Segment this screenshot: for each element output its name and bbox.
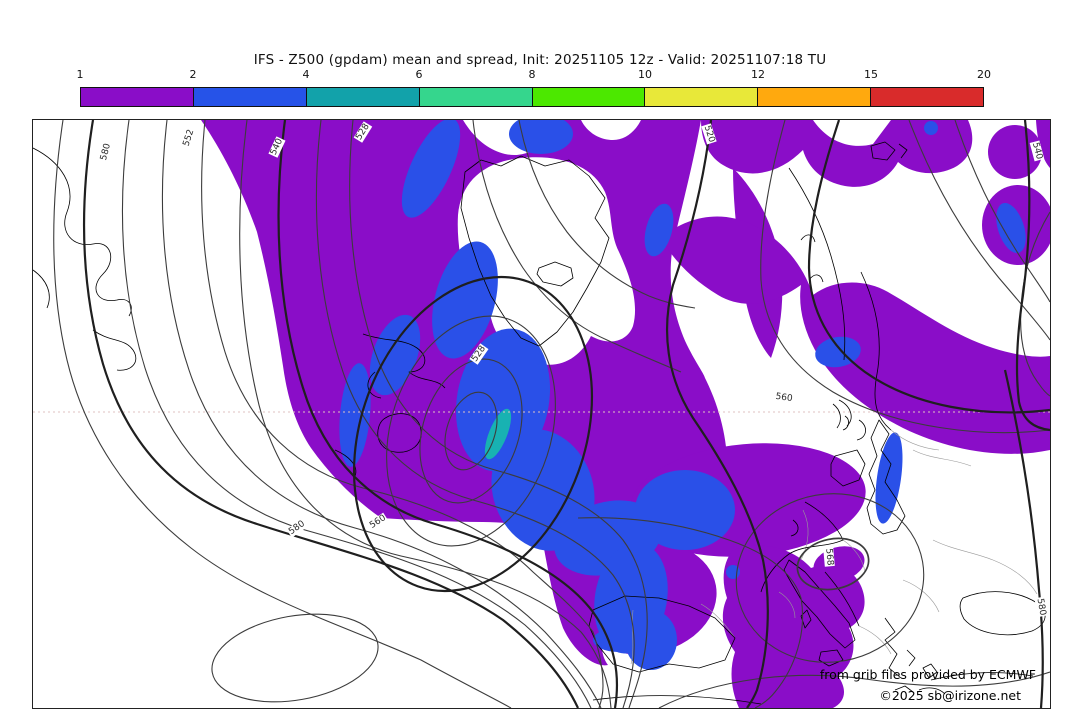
colorbar-tick-label: 12: [751, 68, 765, 81]
contour-labels: 580 552 540 528 520 540 528 580 560 560 568 580: [33, 120, 1050, 708]
colorbar-tick-label: 20: [977, 68, 991, 81]
colorbar-tick-label: 10: [638, 68, 652, 81]
contour-thin-layer: [53, 120, 1050, 708]
colorbar-segment: [532, 88, 646, 106]
colorbar-ticks: 1 2 4 6 8 10 12 15 20: [76, 68, 992, 83]
contour-label: 580: [286, 518, 308, 538]
colorbar-segment: [81, 88, 194, 106]
spread-fill-2-4-layer: [339, 120, 1026, 670]
colorbar-segment: [306, 88, 420, 106]
attribution-line-1: from grib files provided by ECMWF: [819, 667, 1036, 682]
attribution-line-2: ©2025 sb@irizone.net: [879, 688, 1021, 703]
chart-title: IFS - Z500 (gpdam) mean and spread, Init…: [253, 52, 827, 68]
contour-label: 560: [367, 512, 389, 532]
colorbar-tick-label: 4: [302, 68, 310, 81]
colorbar-tick-label: 1: [76, 68, 84, 81]
contour-thick-layer: [83, 120, 1050, 708]
country-border-layer: [630, 429, 1038, 665]
colorbar-segment: [645, 88, 759, 106]
colorbar-segment: [871, 88, 983, 106]
colorbar-tick-label: 8: [528, 68, 536, 81]
colorbar-tick-label: 2: [189, 68, 197, 81]
contour-label: 520: [701, 123, 717, 145]
colorbar: [80, 87, 984, 107]
spread-fill-4-6-layer: [484, 408, 512, 460]
contour-label: 540: [1029, 140, 1045, 162]
contour-label: 528: [469, 343, 489, 365]
weather-map: 580 552 540 528 520 540 528 580 560 560 568 580 fro…: [32, 119, 1051, 709]
colorbar-tick-label: 15: [864, 68, 878, 81]
colorbar-segment: [193, 88, 307, 106]
coastline-layer: [33, 141, 1046, 705]
contour-label: 528: [353, 121, 373, 143]
colorbar-segment: [419, 88, 533, 106]
contour-label: 540: [268, 136, 286, 158]
weather-map-svg: [33, 120, 1050, 708]
contour-label: 560: [773, 391, 795, 405]
colorbar-segment: [758, 88, 872, 106]
contour-label: 580: [98, 141, 114, 163]
attribution: from grib files provided by ECMWF ©2025 …: [820, 664, 1036, 706]
colorbar-tick-label: 6: [415, 68, 423, 81]
contour-label: 552: [181, 127, 197, 149]
contour-label: 568: [823, 547, 835, 567]
contour-label: 580: [1034, 596, 1048, 618]
